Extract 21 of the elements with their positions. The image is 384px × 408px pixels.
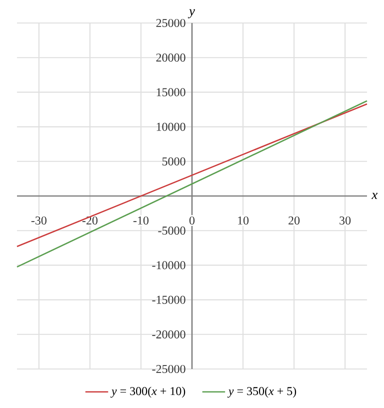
x-tick-label: 10 [238, 216, 249, 225]
x-tick-label: 30 [340, 216, 351, 225]
y-tick-label: -5000 [158, 226, 186, 235]
y-tick-label: 20000 [156, 54, 186, 62]
y-tick-label: -10000 [152, 261, 186, 270]
y-tick-label: -25000 [152, 364, 186, 374]
x-tick-label: -10 [133, 216, 149, 225]
legend-label: y = 350(x + 5) [227, 386, 296, 398]
y-tick-label: 15000 [156, 88, 186, 96]
y-tick-label: 25000 [156, 18, 186, 28]
x-tick-label: -30 [31, 216, 46, 225]
x-tick-label: 20 [288, 216, 300, 225]
x-axis-title: x [372, 192, 378, 200]
legend-label: y = 300(x + 10) [110, 386, 186, 398]
y-tick-label: -15000 [152, 296, 186, 304]
y-axis-title: y [188, 9, 195, 18]
y-tick-label: 5000 [162, 157, 186, 166]
x-tick-label: 0 [189, 216, 195, 225]
x-tick-label: -20 [82, 216, 98, 225]
y-tick-label: 10000 [156, 122, 186, 131]
y-tick-label: -20000 [152, 330, 186, 338]
